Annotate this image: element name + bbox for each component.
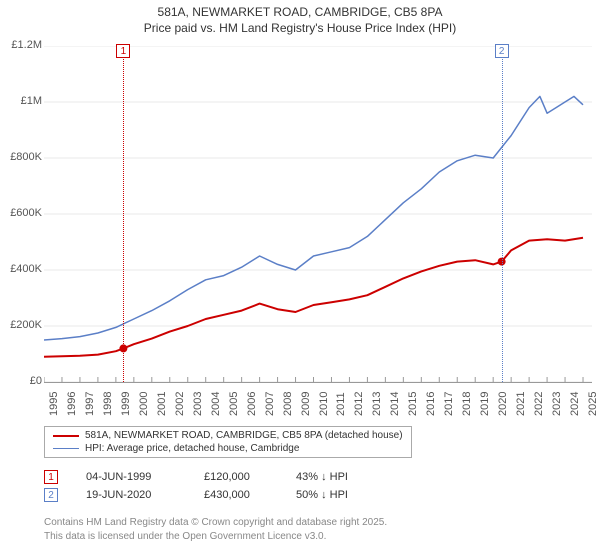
sale-price: £430,000 bbox=[204, 489, 268, 501]
x-axis-label: 2008 bbox=[282, 392, 294, 416]
sale-marker-line bbox=[123, 46, 124, 382]
x-axis-label: 2021 bbox=[515, 392, 527, 416]
legend-box: 581A, NEWMARKET ROAD, CAMBRIDGE, CB5 8PA… bbox=[44, 426, 412, 458]
x-axis-label: 2018 bbox=[461, 392, 473, 416]
chart-plot-area: 12 bbox=[44, 46, 592, 383]
x-axis-label: 2013 bbox=[371, 392, 383, 416]
sale-vs-hpi: 43% ↓ HPI bbox=[296, 471, 376, 483]
y-axis-label: £400K bbox=[0, 263, 42, 275]
x-axis-label: 1998 bbox=[102, 392, 114, 416]
sale-vs-hpi: 50% ↓ HPI bbox=[296, 489, 376, 501]
sale-price: £120,000 bbox=[204, 471, 268, 483]
legend-item-price-paid: 581A, NEWMARKET ROAD, CAMBRIDGE, CB5 8PA… bbox=[53, 430, 403, 441]
sale-marker-line bbox=[502, 46, 503, 382]
x-axis-label: 2019 bbox=[479, 392, 491, 416]
y-axis-label: £1M bbox=[0, 95, 42, 107]
y-axis-label: £1.2M bbox=[0, 39, 42, 51]
sale-date: 19-JUN-2020 bbox=[86, 489, 176, 501]
x-axis-label: 1997 bbox=[84, 392, 96, 416]
x-axis-label: 2000 bbox=[138, 392, 150, 416]
y-axis-label: £0 bbox=[0, 375, 42, 387]
sale-marker-badge: 1 bbox=[44, 470, 58, 484]
sale-row: 1 04-JUN-1999 £120,000 43% ↓ HPI bbox=[44, 470, 376, 484]
sale-row: 2 19-JUN-2020 £430,000 50% ↓ HPI bbox=[44, 488, 376, 502]
title-line-1: 581A, NEWMARKET ROAD, CAMBRIDGE, CB5 8PA bbox=[0, 4, 600, 20]
x-axis-label: 1995 bbox=[48, 392, 60, 416]
x-axis-label: 2020 bbox=[497, 392, 509, 416]
legend-swatch-hpi bbox=[53, 448, 79, 449]
x-axis-label: 2016 bbox=[425, 392, 437, 416]
footer-attribution: Contains HM Land Registry data © Crown c… bbox=[44, 516, 387, 543]
x-axis-label: 2024 bbox=[569, 392, 581, 416]
footer-line-1: Contains HM Land Registry data © Crown c… bbox=[44, 516, 387, 530]
x-axis-label: 2012 bbox=[353, 392, 365, 416]
chart-svg bbox=[44, 46, 592, 382]
sale-marker-badge: 2 bbox=[44, 488, 58, 502]
y-axis-label: £600K bbox=[0, 207, 42, 219]
y-axis-label: £200K bbox=[0, 319, 42, 331]
legend-item-hpi: HPI: Average price, detached house, Camb… bbox=[53, 443, 403, 454]
footer-line-2: This data is licensed under the Open Gov… bbox=[44, 530, 387, 544]
x-axis-label: 2004 bbox=[210, 392, 222, 416]
x-axis-label: 2005 bbox=[228, 392, 240, 416]
title-line-2: Price paid vs. HM Land Registry's House … bbox=[0, 20, 600, 36]
x-axis-label: 1999 bbox=[120, 392, 132, 416]
x-axis-label: 2015 bbox=[407, 392, 419, 416]
x-axis-label: 2009 bbox=[300, 392, 312, 416]
sale-marker-badge: 1 bbox=[116, 44, 130, 58]
legend-label: HPI: Average price, detached house, Camb… bbox=[85, 443, 299, 454]
x-axis-label: 1996 bbox=[66, 392, 78, 416]
x-axis-label: 2006 bbox=[246, 392, 258, 416]
legend-swatch-price-paid bbox=[53, 435, 79, 437]
x-axis-label: 2017 bbox=[443, 392, 455, 416]
x-axis-label: 2001 bbox=[156, 392, 168, 416]
sale-marker-badge: 2 bbox=[495, 44, 509, 58]
legend-label: 581A, NEWMARKET ROAD, CAMBRIDGE, CB5 8PA… bbox=[85, 430, 403, 441]
x-axis-label: 2002 bbox=[174, 392, 186, 416]
x-axis-label: 2014 bbox=[389, 392, 401, 416]
chart-title: 581A, NEWMARKET ROAD, CAMBRIDGE, CB5 8PA… bbox=[0, 4, 600, 36]
x-axis-label: 2023 bbox=[551, 392, 563, 416]
sale-table: 1 04-JUN-1999 £120,000 43% ↓ HPI 2 19-JU… bbox=[44, 470, 376, 506]
y-axis-label: £800K bbox=[0, 151, 42, 163]
x-axis-label: 2022 bbox=[533, 392, 545, 416]
sale-date: 04-JUN-1999 bbox=[86, 471, 176, 483]
x-axis-label: 2025 bbox=[587, 392, 599, 416]
x-axis-label: 2007 bbox=[264, 392, 276, 416]
x-axis-label: 2003 bbox=[192, 392, 204, 416]
x-axis-label: 2011 bbox=[335, 392, 347, 416]
x-axis-label: 2010 bbox=[318, 392, 330, 416]
